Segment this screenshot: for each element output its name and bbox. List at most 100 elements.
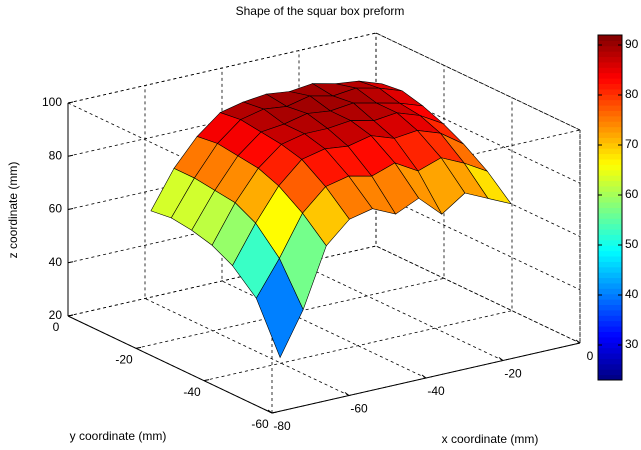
colorbar-band [598, 94, 622, 101]
colorbar-tick-label: 40 [625, 287, 639, 301]
colorbar-band [598, 202, 622, 208]
x-tick [344, 392, 350, 396]
colorbar-band [598, 299, 622, 306]
colorbar-band [598, 180, 622, 187]
colorbar-tick-label: 90 [625, 37, 639, 51]
colorbar-band [598, 369, 622, 376]
colorbar-band [598, 212, 622, 219]
colorbar-band [598, 342, 622, 349]
y-tick-label: -40 [183, 385, 201, 399]
colorbar-frame [597, 34, 623, 381]
colorbar-band [598, 261, 622, 268]
z-tick [67, 261, 74, 264]
colorbar-band [598, 272, 622, 279]
colorbar-band [598, 320, 622, 327]
colorbar-band [598, 88, 622, 95]
colorbar-band [598, 110, 622, 117]
box-edge [375, 32, 581, 131]
colorbar-band [598, 142, 622, 149]
z-tick-label: 60 [49, 202, 63, 216]
colorbar-tick-label: 50 [625, 237, 639, 251]
colorbar-band [598, 121, 622, 128]
colorbar-band [598, 315, 622, 322]
y-tick [135, 346, 142, 349]
colorbar-band [598, 358, 622, 365]
colorbar-tick-label: 30 [625, 337, 639, 351]
colorbar-band [598, 293, 622, 300]
colorbar-band [598, 331, 622, 338]
colorbar-band [598, 148, 622, 155]
x-tick [267, 409, 273, 414]
colorbar-band [598, 196, 622, 203]
colorbar-band [598, 137, 622, 144]
colorbar-band [598, 353, 622, 359]
surface-patch [255, 257, 304, 359]
colorbar-band [598, 304, 622, 311]
colorbar-band [598, 45, 622, 52]
colorbar-band [598, 277, 622, 284]
colorbar-band [598, 374, 622, 381]
colorbar-band [598, 51, 622, 58]
colorbar-band [598, 185, 622, 192]
colorbar-band [598, 363, 622, 370]
colorbar-band [598, 78, 622, 85]
y-tick [67, 314, 74, 317]
y-tick-label: 0 [53, 320, 60, 334]
z-tick [67, 154, 74, 157]
x-tick [498, 357, 504, 361]
y-tick-label: -20 [115, 353, 133, 367]
x-axis-label: x coordinate (mm) [442, 432, 539, 446]
colorbar-band [598, 250, 622, 257]
z-tick-label: 40 [49, 255, 63, 269]
colorbar-band [598, 336, 622, 343]
box-edge [67, 32, 377, 104]
colorbar-band [598, 158, 622, 165]
colorbar-band [598, 153, 622, 160]
colorbar-tick-label: 80 [625, 87, 639, 101]
colorbar-band [598, 126, 622, 133]
colorbar-band [598, 256, 622, 262]
z-tick-label: 80 [49, 148, 63, 162]
colorbar-band [598, 234, 622, 241]
z-axis-label: z coordinate (mm) [6, 162, 20, 259]
colorbar-tick-label: 60 [625, 187, 639, 201]
z-tick-label: 20 [49, 308, 63, 322]
colorbar-band [598, 175, 622, 182]
grid-line [144, 85, 350, 396]
y-tick [203, 379, 210, 382]
y-tick-label: -60 [251, 417, 269, 431]
z-tick-label: 100 [42, 95, 62, 109]
colorbar-band [598, 72, 622, 79]
x-tick [421, 374, 427, 379]
colorbar-band [598, 99, 622, 106]
grid-line [203, 97, 513, 382]
y-axis-label: y coordinate (mm) [70, 429, 167, 443]
colorbar-band [598, 245, 622, 252]
colorbar-band [598, 169, 622, 176]
colorbar-band [598, 56, 622, 63]
colorbar-band [598, 229, 622, 235]
colorbar-band [598, 35, 622, 41]
colorbar-band [598, 67, 622, 74]
colorbar-tick-label: 70 [625, 137, 639, 151]
colorbar-band [598, 40, 622, 47]
z-tick [67, 101, 74, 104]
x-tick-label: -40 [427, 384, 445, 398]
x-tick-label: 0 [587, 349, 594, 363]
colorbar-band [598, 309, 622, 316]
colorbar-band [598, 132, 622, 138]
x-tick [575, 339, 581, 344]
colorbar-band [598, 223, 622, 230]
chart-title: Shape of the squar box preform [236, 4, 405, 18]
colorbar-band [598, 282, 622, 289]
colorbar-band [598, 288, 622, 295]
x-tick-label: -80 [273, 419, 291, 433]
colorbar-band [598, 218, 622, 225]
colorbar-band [598, 105, 622, 111]
colorbar-band [598, 326, 622, 332]
grid-line [271, 130, 581, 414]
colorbar-band [598, 61, 622, 68]
colorbar-band [598, 207, 622, 214]
colorbar-band [598, 347, 622, 354]
